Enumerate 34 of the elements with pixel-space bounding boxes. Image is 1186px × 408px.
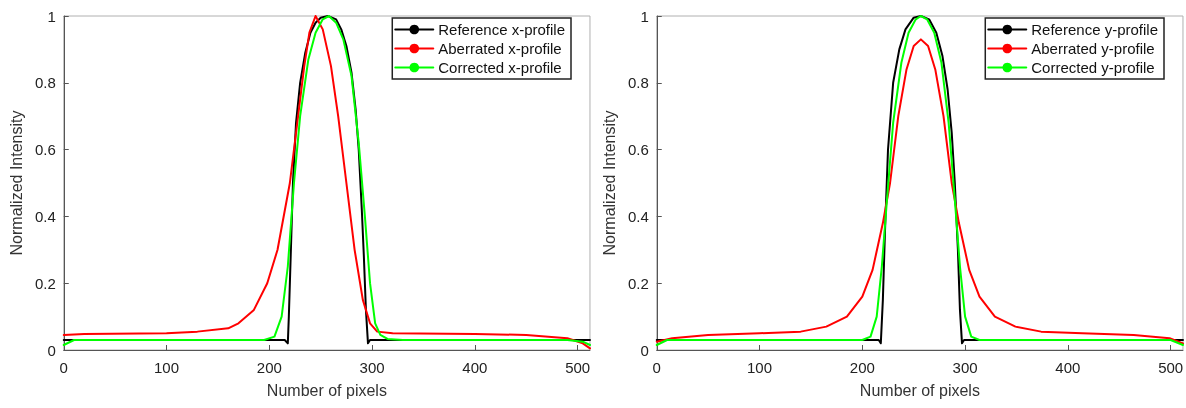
x-tick-label: 400 bbox=[462, 359, 488, 376]
x-tick-label: 100 bbox=[154, 359, 180, 376]
x-tick-label: 100 bbox=[747, 359, 773, 376]
y-tick-label: 0.4 bbox=[34, 207, 56, 225]
x-tick-label: 400 bbox=[1055, 359, 1081, 376]
x-tick-label: 300 bbox=[952, 359, 978, 376]
x-tick-label: 500 bbox=[1158, 359, 1184, 376]
x-tick-label: 0 bbox=[59, 359, 68, 376]
x-tick-label: 300 bbox=[359, 359, 385, 376]
y-tick-label: 0.8 bbox=[627, 74, 649, 92]
legend-label: Reference y-profile bbox=[1031, 21, 1159, 38]
y-axis-title: Normalized Intensity bbox=[600, 110, 618, 256]
y-tick-label: 0 bbox=[47, 341, 56, 359]
legend-label: Reference x-profile bbox=[438, 21, 566, 38]
y-tick-label: 0.6 bbox=[627, 141, 649, 159]
y-axis-title: Normalized Intensity bbox=[7, 110, 25, 256]
y-tick-label: 0.4 bbox=[627, 207, 649, 225]
legend-label: Aberrated x-profile bbox=[438, 40, 562, 57]
x-tick-label: 200 bbox=[256, 359, 282, 376]
x-axis-title: Number of pixels bbox=[859, 381, 980, 399]
y-tick-label: 0 bbox=[640, 341, 649, 359]
y-tick-label: 0.6 bbox=[34, 141, 56, 159]
x-tick-label: 0 bbox=[652, 359, 661, 376]
legend-label: Aberrated y-profile bbox=[1031, 40, 1155, 57]
legend-label: Corrected y-profile bbox=[1031, 59, 1155, 76]
x-axis-title: Number of pixels bbox=[266, 381, 387, 399]
y-tick-label: 1 bbox=[640, 7, 649, 25]
legend-label: Corrected x-profile bbox=[438, 59, 562, 76]
y-tick-label: 1 bbox=[47, 7, 56, 25]
x-tick-label: 500 bbox=[565, 359, 591, 376]
y-tick-label: 0.8 bbox=[34, 74, 56, 92]
x-tick-label: 200 bbox=[849, 359, 875, 376]
y-tick-label: 0.2 bbox=[34, 274, 56, 292]
y-tick-label: 0.2 bbox=[627, 274, 649, 292]
